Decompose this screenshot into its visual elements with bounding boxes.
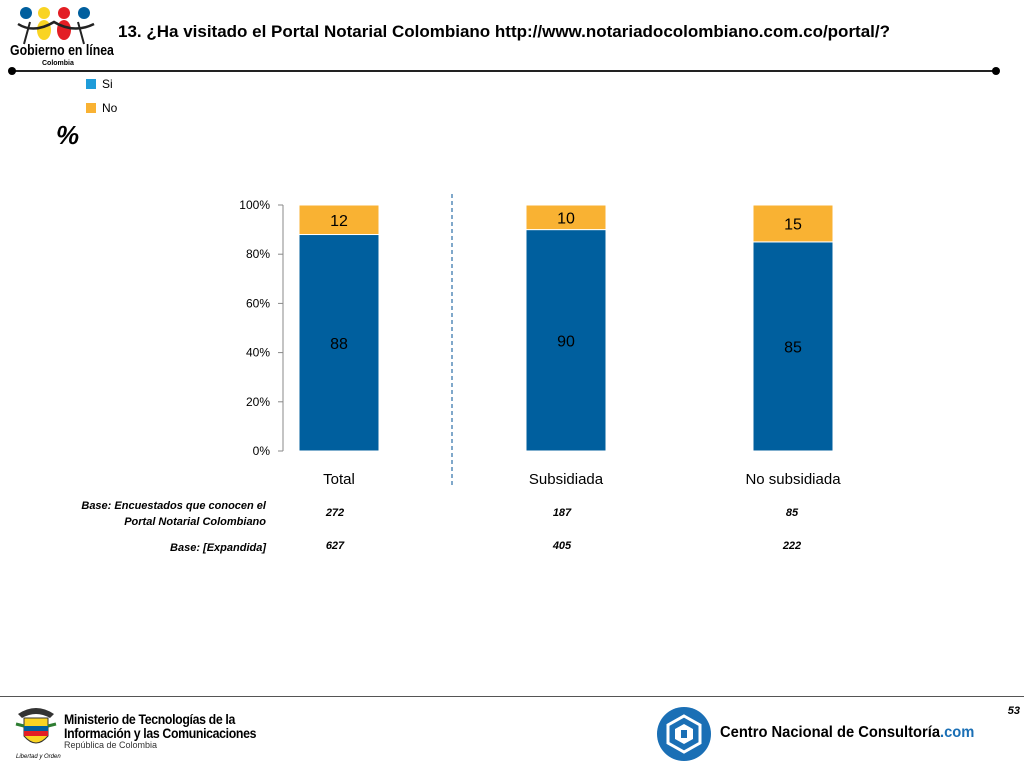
bar-data-label: 15	[784, 216, 802, 233]
page-number: 53	[1007, 705, 1020, 717]
legend-label-si: Si	[102, 77, 113, 91]
x-category-label: Subsidiada	[529, 471, 604, 488]
bar-data-label: 90	[557, 333, 575, 350]
slide-title: 13. ¿Ha visitado el Portal Notarial Colo…	[118, 22, 891, 41]
y-tick-label: 40%	[246, 346, 270, 360]
expanded-value-no-subsidiada: 222	[782, 540, 802, 552]
percent-symbol: %	[56, 120, 80, 150]
y-tick-label: 20%	[246, 395, 270, 409]
stacked-bar-chart: 0% 20% 40% 60% 80% 100% 88 12 Total 90 10 Subsidia…	[239, 194, 841, 488]
ministry-logo-text: Ministerio de Tecnologías de la Informac…	[64, 712, 282, 750]
bar-segment-no	[525, 204, 607, 231]
bar-segment-si	[525, 229, 607, 452]
divider-left-dot	[8, 67, 16, 75]
x-category-label: Total	[323, 471, 355, 488]
legend-swatch-no	[86, 103, 96, 113]
bar-data-label: 10	[557, 210, 575, 227]
bar-segment-no	[298, 204, 380, 236]
base-value-total: 272	[325, 507, 345, 519]
ministry-line-1: Ministerio de Tecnologías de la	[64, 711, 235, 727]
cnc-suffix: .com	[940, 724, 975, 741]
ministry-subtitle: República de Colombia	[64, 740, 158, 750]
bar-data-label: 12	[330, 213, 348, 230]
legend-label-no: No	[102, 101, 118, 115]
y-tick-label: 80%	[246, 247, 270, 261]
ministry-line-2: Información y las Comunicaciones	[64, 725, 257, 741]
gobierno-logo-text: Gobierno en línea	[10, 42, 114, 59]
bar-segment-si	[298, 234, 380, 452]
header-divider	[12, 70, 996, 72]
legend-swatch-si	[86, 79, 96, 89]
bar-segment-no	[752, 204, 834, 243]
gobierno-logo-subtext: Colombia	[42, 60, 74, 67]
base-label-expanded: Base: [Expandida]	[170, 542, 266, 554]
y-tick-label: 0%	[253, 444, 271, 458]
bar-segment-si	[752, 241, 834, 452]
cnc-logo-text: Centro Nacional de Consultoría.com	[720, 724, 974, 742]
base-value-subsidiada: 187	[552, 507, 572, 519]
expanded-value-total: 627	[325, 540, 345, 552]
expanded-value-subsidiada: 405	[552, 540, 572, 552]
cnc-logo-icon	[657, 707, 711, 761]
y-tick-label: 60%	[246, 296, 270, 310]
x-category-label: No subsidiada	[745, 471, 841, 488]
motto-text: Libertad y Orden	[16, 754, 61, 760]
base-value-no-subsidiada: 85	[785, 507, 799, 519]
footer-divider	[0, 696, 1024, 697]
colombia-coat-of-arms-icon	[15, 708, 57, 744]
cnc-name: Centro Nacional de Consultoría	[720, 724, 941, 741]
y-tick-label: 100%	[239, 198, 270, 212]
gobierno-logo-figures	[17, 7, 95, 45]
base-label-respondents: Base: Encuestados que conocen el Portal …	[81, 500, 266, 528]
bar-data-label: 88	[330, 336, 348, 353]
divider-right-dot	[992, 67, 1000, 75]
bar-data-label: 85	[784, 339, 802, 356]
